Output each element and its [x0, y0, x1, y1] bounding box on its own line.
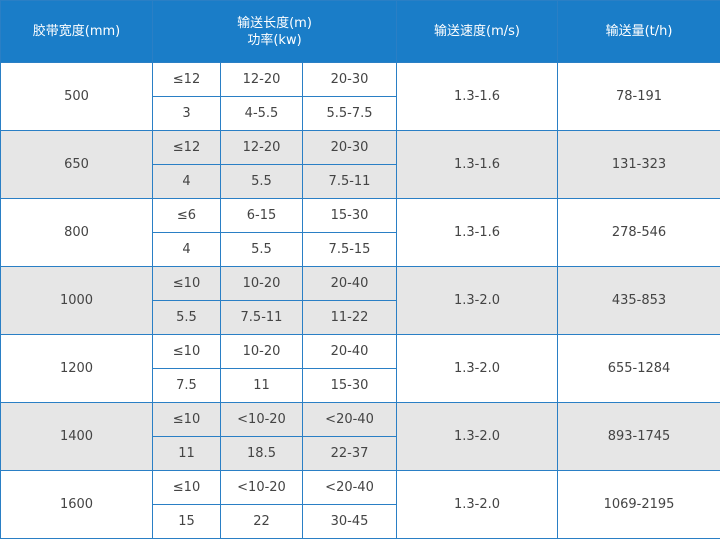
- power-cell: 5.5: [220, 164, 303, 199]
- power-cell: 3: [152, 96, 221, 131]
- belt-width-cell: 1000: [0, 266, 153, 335]
- header-row: 胶带宽度(mm) 输送长度(m) 功率(kw) 输送速度(m/s) 输送量(t/h…: [0, 0, 720, 63]
- length-cell: ≤6: [152, 198, 221, 233]
- belt-width-cell: 1400: [0, 402, 153, 471]
- power-cell: 4: [152, 232, 221, 267]
- header-width: 胶带宽度(mm): [0, 0, 153, 63]
- length-cell: 10-20: [220, 334, 303, 369]
- capacity-cell: 1069-2195: [557, 470, 720, 539]
- power-cell: 4: [152, 164, 221, 199]
- length-cell: 15-30: [301, 198, 398, 233]
- power-cell: 7.5: [152, 368, 221, 403]
- power-cell: 22-37: [301, 436, 398, 471]
- table-subrow: 11 18.5 22-37: [1, 436, 720, 471]
- length-cell: <10-20: [220, 402, 303, 437]
- length-cell: ≤12: [152, 130, 221, 165]
- table-row: 1000 ≤10 10-20 20-40 1.3-2.0 435-853: [0, 266, 720, 335]
- power-cell: 5.5: [152, 300, 221, 335]
- length-cell: 6-15: [220, 198, 303, 233]
- power-cell: 5.5: [220, 232, 303, 267]
- table-row: 1200 ≤10 10-20 20-40 1.3-2.0 655-1284: [0, 334, 720, 403]
- speed-cell: 1.3-1.6: [396, 130, 559, 199]
- power-cell: 4-5.5: [220, 96, 303, 131]
- table-subrow: 5.5 7.5-11 11-22: [1, 300, 720, 335]
- table-subrow: 15 22 30-45: [1, 504, 720, 539]
- belt-width-cell: 1600: [0, 470, 153, 539]
- power-cell: 18.5: [220, 436, 303, 471]
- length-cell: 20-30: [301, 62, 398, 97]
- speed-cell: 1.3-2.0: [396, 470, 559, 539]
- length-cell: 20-30: [301, 130, 398, 165]
- header-speed: 输送速度(m/s): [396, 0, 559, 63]
- speed-cell: 1.3-2.0: [396, 266, 559, 335]
- length-cell: <20-40: [301, 470, 398, 505]
- power-cell: 7.5-11: [301, 164, 398, 199]
- power-cell: 11: [152, 436, 221, 471]
- length-cell: <10-20: [220, 470, 303, 505]
- speed-cell: 1.3-1.6: [396, 62, 559, 131]
- belt-width-cell: 1200: [0, 334, 153, 403]
- capacity-cell: 435-853: [557, 266, 720, 335]
- belt-width-cell: 650: [0, 130, 153, 199]
- length-cell: 12-20: [220, 130, 303, 165]
- speed-cell: 1.3-2.0: [396, 402, 559, 471]
- table-row: 800 ≤6 6-15 15-30 1.3-1.6 278-546: [0, 198, 720, 267]
- power-cell: 7.5-11: [220, 300, 303, 335]
- length-cell: ≤12: [152, 62, 221, 97]
- length-cell: ≤10: [152, 334, 221, 369]
- table-row: 650 ≤12 12-20 20-30 1.3-1.6 131-323: [0, 130, 720, 199]
- length-cell: ≤10: [152, 470, 221, 505]
- length-cell: 10-20: [220, 266, 303, 301]
- length-cell: ≤10: [152, 266, 221, 301]
- power-cell: 11: [220, 368, 303, 403]
- speed-cell: 1.3-2.0: [396, 334, 559, 403]
- table-subrow: 3 4-5.5 5.5-7.5: [1, 96, 720, 131]
- table-row: 1600 ≤10 <10-20 <20-40 1.3-2.0 1069-2195: [0, 470, 720, 539]
- length-cell: <20-40: [301, 402, 398, 437]
- table-row: 1400 ≤10 <10-20 <20-40 1.3-2.0 893-1745: [0, 402, 720, 471]
- header-power: 功率(kw): [247, 32, 302, 48]
- speed-cell: 1.3-1.6: [396, 198, 559, 267]
- capacity-cell: 655-1284: [557, 334, 720, 403]
- capacity-cell: 78-191: [557, 62, 720, 131]
- belt-width-cell: 800: [0, 198, 153, 267]
- capacity-cell: 893-1745: [557, 402, 720, 471]
- table-row: 500 ≤12 12-20 20-30 1.3-1.6 78-191: [0, 62, 720, 131]
- header-capacity: 输送量(t/h): [557, 0, 720, 63]
- power-cell: 15-30: [301, 368, 398, 403]
- table-subrow: 4 5.5 7.5-15: [1, 232, 720, 267]
- length-cell: ≤10: [152, 402, 221, 437]
- power-cell: 22: [220, 504, 303, 539]
- power-cell: 7.5-15: [301, 232, 398, 267]
- belt-width-cell: 500: [0, 62, 153, 131]
- table-subrow: 4 5.5 7.5-11: [1, 164, 720, 199]
- capacity-cell: 278-546: [557, 198, 720, 267]
- length-cell: 20-40: [301, 266, 398, 301]
- table-subrow: 7.5 11 15-30: [1, 368, 720, 403]
- header-length-power: 输送长度(m) 功率(kw): [151, 0, 398, 63]
- power-cell: 5.5-7.5: [301, 96, 398, 131]
- length-cell: 12-20: [220, 62, 303, 97]
- power-cell: 11-22: [301, 300, 398, 335]
- power-cell: 15: [152, 504, 221, 539]
- power-cell: 30-45: [301, 504, 398, 539]
- length-cell: 20-40: [301, 334, 398, 369]
- capacity-cell: 131-323: [557, 130, 720, 199]
- header-length: 输送长度(m): [237, 15, 312, 31]
